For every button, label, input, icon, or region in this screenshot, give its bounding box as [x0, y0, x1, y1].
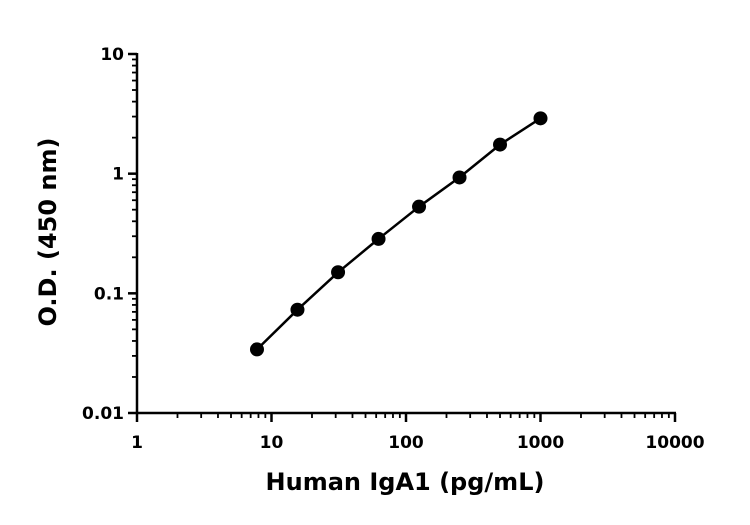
data-point — [290, 302, 305, 317]
x-tick-label: 10 — [260, 433, 284, 453]
y-tick-label: 1 — [112, 165, 124, 185]
data-point — [533, 111, 548, 126]
series-line — [256, 117, 542, 351]
tick-labels: 1 10 100 1000 10000 0.01 0.1 1 10 — [82, 45, 705, 453]
axes — [135, 53, 676, 415]
y-axis-title: O.D. (450 nm) — [34, 138, 62, 327]
y-tick-label: 10 — [100, 45, 124, 65]
data-series — [249, 111, 548, 357]
data-point — [249, 342, 264, 357]
ticks — [128, 52, 677, 422]
x-tick-label: 1000 — [517, 433, 564, 453]
data-point — [371, 231, 386, 246]
x-axis-title: Human IgA1 (pg/mL) — [266, 468, 545, 496]
data-point — [331, 265, 346, 280]
x-tick-label: 10000 — [645, 433, 704, 453]
data-point — [493, 137, 508, 152]
y-tick-label: 0.01 — [82, 404, 124, 424]
x-tick-label: 100 — [388, 433, 424, 453]
data-point — [452, 170, 467, 185]
y-tick-label: 0.1 — [94, 284, 124, 304]
x-tick-label: 1 — [131, 433, 143, 453]
data-point — [412, 199, 427, 214]
